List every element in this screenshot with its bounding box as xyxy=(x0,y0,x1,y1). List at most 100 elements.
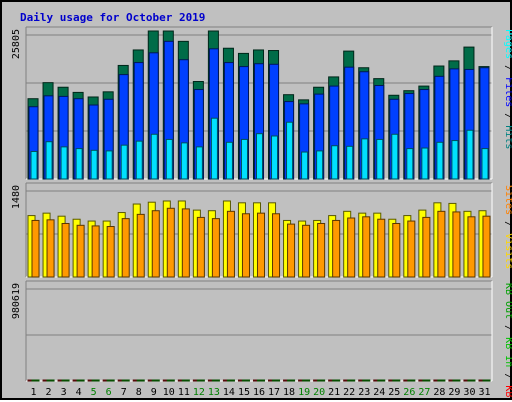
legend-item-files: Files xyxy=(503,77,512,107)
bar-pages-day-13 xyxy=(210,117,218,180)
legend-item-kb-f: KB F xyxy=(503,385,512,402)
bar-pages-day-9 xyxy=(150,133,158,180)
bar-kb-in-day-undefined xyxy=(377,379,386,382)
chart-title: Daily usage for October 2019 xyxy=(20,11,205,24)
bar-kb-in-day-undefined xyxy=(347,379,356,382)
bar-kb-in-day-undefined xyxy=(241,379,250,382)
bar-pages-day-19 xyxy=(301,151,309,180)
legend-item-kb-in: KB In xyxy=(503,337,512,367)
bar-sites-day-undefined xyxy=(452,211,461,278)
bar-sites-day-undefined xyxy=(226,210,235,278)
bar-sites-day-undefined xyxy=(46,219,55,278)
bar-pages-day-14 xyxy=(225,141,233,180)
bar-kb-in-day-undefined xyxy=(61,379,70,382)
bar-pages-day-1 xyxy=(30,150,38,180)
x-tick-label-day-4: 4 xyxy=(76,387,82,398)
bar-pages-day-17 xyxy=(271,135,279,180)
bar-sites-day-undefined xyxy=(136,213,145,278)
x-tick-label-day-25: 25 xyxy=(388,387,400,398)
bar-sites-day-undefined xyxy=(196,216,205,278)
bar-sites-day-undefined xyxy=(181,208,190,278)
bar-kb-in-day-undefined xyxy=(482,379,491,382)
x-tick-label-day-10: 10 xyxy=(163,387,175,398)
panel-3-legend: KB Out / KB In / KB F xyxy=(503,283,512,402)
bar-sites-day-undefined xyxy=(332,219,341,278)
x-tick-label-day-23: 23 xyxy=(358,387,370,398)
bar-kb-in-day-undefined xyxy=(46,379,55,382)
bar-kb-in-day-undefined xyxy=(121,379,130,382)
panel-3-background xyxy=(26,281,492,381)
bar-kb-in-day-undefined xyxy=(362,379,371,382)
x-tick-label-day-9: 9 xyxy=(151,387,157,398)
bar-kb-in-day-undefined xyxy=(151,379,160,382)
bar-sites-day-undefined xyxy=(91,225,100,278)
x-tick-label-day-18: 18 xyxy=(283,387,295,398)
bar-pages-day-12 xyxy=(195,146,203,180)
x-tick-label-day-16: 16 xyxy=(253,387,265,398)
bar-pages-day-11 xyxy=(180,142,188,180)
x-tick-label-day-28: 28 xyxy=(433,387,445,398)
x-tick-label-day-14: 14 xyxy=(223,387,235,398)
bar-pages-day-16 xyxy=(255,133,264,180)
bar-pages-day-30 xyxy=(466,129,474,180)
bar-pages-day-3 xyxy=(60,146,68,180)
x-tick-label-day-22: 22 xyxy=(343,387,355,398)
panel-1-ymax-label: 25805 xyxy=(11,29,22,59)
bar-sites-day-undefined xyxy=(437,210,446,278)
bar-kb-in-day-undefined xyxy=(91,379,100,382)
bar-pages-day-22 xyxy=(346,145,354,180)
bar-sites-day-undefined xyxy=(407,220,416,278)
bar-kb-in-day-undefined xyxy=(166,379,175,382)
bar-kb-in-day-undefined xyxy=(422,379,431,382)
legend-item-kb-out: KB Out xyxy=(503,283,512,319)
bar-kb-in-day-undefined xyxy=(226,379,235,382)
bar-pages-day-25 xyxy=(391,133,399,180)
legend-item-visits: Visits xyxy=(503,233,512,269)
x-tick-label-day-31: 31 xyxy=(478,387,490,398)
x-tick-label-day-29: 29 xyxy=(448,387,460,398)
x-tick-label-day-26: 26 xyxy=(403,387,415,398)
bar-kb-in-day-undefined xyxy=(106,379,115,382)
bar-sites-day-undefined xyxy=(302,224,311,278)
bar-sites-day-undefined xyxy=(422,216,431,278)
bar-kb-in-day-undefined xyxy=(332,379,341,382)
x-tick-label-day-15: 15 xyxy=(238,387,250,398)
bar-pages-day-4 xyxy=(75,148,83,180)
bar-pages-day-31 xyxy=(481,148,489,180)
x-tick-label-day-1: 1 xyxy=(31,387,37,398)
bar-kb-in-day-undefined xyxy=(452,379,461,382)
bar-kb-in-day-undefined xyxy=(287,379,296,382)
bar-pages-day-15 xyxy=(240,138,248,180)
bar-sites-day-undefined xyxy=(256,212,266,278)
bar-pages-day-24 xyxy=(376,138,384,180)
bar-pages-day-5 xyxy=(90,149,98,180)
bar-pages-day-27 xyxy=(421,147,429,180)
panel-1-legend: Pages / Files / Hits xyxy=(503,29,512,149)
bar-sites-day-undefined xyxy=(76,224,85,278)
bar-pages-day-20 xyxy=(316,150,324,180)
x-tick-label-day-17: 17 xyxy=(268,387,280,398)
x-tick-label-day-7: 7 xyxy=(121,387,127,398)
legend-separator: / xyxy=(503,367,512,385)
bar-kb-in-day-undefined xyxy=(76,379,85,382)
bar-sites-day-undefined xyxy=(166,207,175,278)
panel-2-legend: Sites / Visits xyxy=(503,185,512,269)
bar-sites-day-undefined xyxy=(272,213,281,278)
x-tick-label-day-11: 11 xyxy=(178,387,190,398)
bar-sites-day-undefined xyxy=(362,216,371,278)
bar-pages-day-10 xyxy=(165,138,173,180)
bar-kb-in-day-undefined xyxy=(392,379,401,382)
x-tick-label-day-2: 2 xyxy=(46,387,52,398)
bar-kb-in-day-undefined xyxy=(181,379,190,382)
bar-kb-in-day-undefined xyxy=(437,379,446,382)
bar-pages-day-6 xyxy=(105,150,113,180)
bar-sites-day-undefined xyxy=(106,226,115,278)
bar-pages-day-21 xyxy=(331,145,339,180)
legend-item-pages: Pages xyxy=(503,29,512,59)
x-tick-label-day-6: 6 xyxy=(106,387,112,398)
bar-kb-in-day-undefined xyxy=(196,379,205,382)
bar-kb-in-day-undefined xyxy=(211,379,220,382)
bar-kb-in-day-undefined xyxy=(317,379,326,382)
